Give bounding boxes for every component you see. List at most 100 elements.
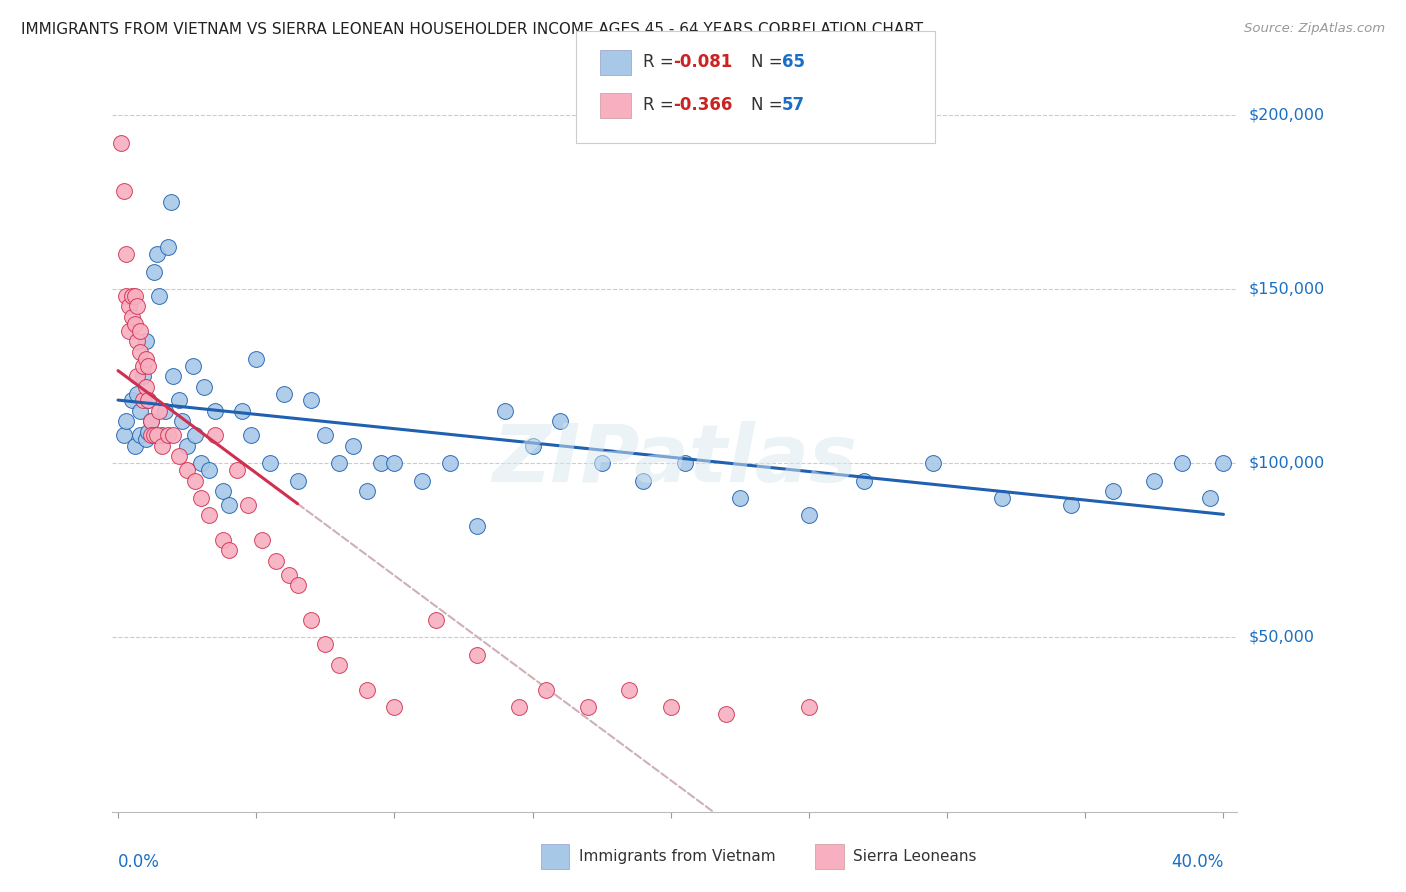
- Point: [142, 428, 165, 442]
- Point: [118, 324, 141, 338]
- Point: [239, 428, 262, 442]
- Point: [198, 508, 221, 523]
- Point: [465, 648, 488, 662]
- Point: [278, 567, 301, 582]
- Point: [129, 404, 152, 418]
- Point: [494, 404, 516, 418]
- Point: [1198, 491, 1220, 505]
- Point: [264, 554, 287, 568]
- Text: R =: R =: [643, 96, 679, 114]
- Point: [301, 613, 323, 627]
- Point: [1171, 456, 1194, 470]
- Point: [129, 344, 152, 359]
- Point: [115, 414, 138, 428]
- Point: [110, 136, 132, 150]
- Point: [328, 658, 350, 673]
- Point: [328, 456, 350, 470]
- Point: [631, 474, 654, 488]
- Text: N =: N =: [751, 96, 787, 114]
- Text: 57: 57: [782, 96, 804, 114]
- Point: [145, 247, 167, 261]
- Point: [141, 414, 163, 428]
- Point: [132, 359, 155, 373]
- Point: [127, 369, 149, 384]
- Point: [287, 578, 309, 592]
- Point: [382, 456, 405, 470]
- Point: [150, 428, 173, 442]
- Point: [231, 404, 253, 418]
- Point: [591, 456, 613, 470]
- Point: [204, 428, 226, 442]
- Point: [127, 334, 149, 349]
- Point: [728, 491, 751, 505]
- Point: [536, 682, 558, 697]
- Point: [181, 359, 204, 373]
- Point: [121, 289, 143, 303]
- Point: [411, 474, 433, 488]
- Point: [115, 289, 138, 303]
- Point: [425, 613, 447, 627]
- Point: [184, 474, 207, 488]
- Point: [135, 351, 157, 366]
- Point: [1143, 474, 1166, 488]
- Point: [129, 428, 152, 442]
- Point: [176, 463, 198, 477]
- Point: [141, 414, 163, 428]
- Point: [190, 491, 212, 505]
- Point: [853, 474, 876, 488]
- Point: [465, 519, 488, 533]
- Text: 40.0%: 40.0%: [1171, 853, 1223, 871]
- Point: [156, 428, 179, 442]
- Point: [167, 393, 190, 408]
- Point: [314, 428, 336, 442]
- Point: [193, 379, 215, 393]
- Point: [714, 707, 737, 722]
- Text: IMMIGRANTS FROM VIETNAM VS SIERRA LEONEAN HOUSEHOLDER INCOME AGES 45 - 64 YEARS : IMMIGRANTS FROM VIETNAM VS SIERRA LEONEA…: [21, 22, 924, 37]
- Point: [132, 393, 155, 408]
- Point: [138, 393, 160, 408]
- Point: [218, 543, 240, 558]
- Point: [127, 386, 149, 401]
- Point: [121, 393, 143, 408]
- Point: [250, 533, 273, 547]
- Point: [142, 264, 165, 278]
- Point: [522, 439, 544, 453]
- Point: [162, 369, 184, 384]
- Text: R =: R =: [643, 54, 679, 71]
- Text: Immigrants from Vietnam: Immigrants from Vietnam: [579, 849, 776, 863]
- Text: -0.081: -0.081: [673, 54, 733, 71]
- Point: [356, 682, 378, 697]
- Point: [153, 404, 176, 418]
- Point: [659, 700, 682, 714]
- Point: [124, 289, 146, 303]
- Point: [176, 439, 198, 453]
- Point: [619, 682, 641, 697]
- Point: [145, 428, 167, 442]
- Point: [162, 428, 184, 442]
- Point: [922, 456, 945, 470]
- Point: [356, 484, 378, 499]
- Point: [382, 700, 405, 714]
- Text: $100,000: $100,000: [1249, 456, 1324, 471]
- Text: 65: 65: [782, 54, 804, 71]
- Point: [673, 456, 696, 470]
- Point: [1102, 484, 1125, 499]
- Point: [141, 428, 163, 442]
- Point: [156, 240, 179, 254]
- Point: [184, 428, 207, 442]
- Point: [112, 185, 135, 199]
- Text: $200,000: $200,000: [1249, 107, 1324, 122]
- Point: [127, 299, 149, 313]
- Point: [508, 700, 530, 714]
- Point: [148, 289, 170, 303]
- Point: [797, 700, 820, 714]
- Point: [370, 456, 392, 470]
- Text: $150,000: $150,000: [1249, 282, 1324, 296]
- Text: ZIPatlas: ZIPatlas: [492, 420, 858, 499]
- Point: [1212, 456, 1234, 470]
- Point: [150, 439, 173, 453]
- Point: [132, 369, 155, 384]
- Point: [129, 324, 152, 338]
- Point: [287, 474, 309, 488]
- Text: $50,000: $50,000: [1249, 630, 1315, 645]
